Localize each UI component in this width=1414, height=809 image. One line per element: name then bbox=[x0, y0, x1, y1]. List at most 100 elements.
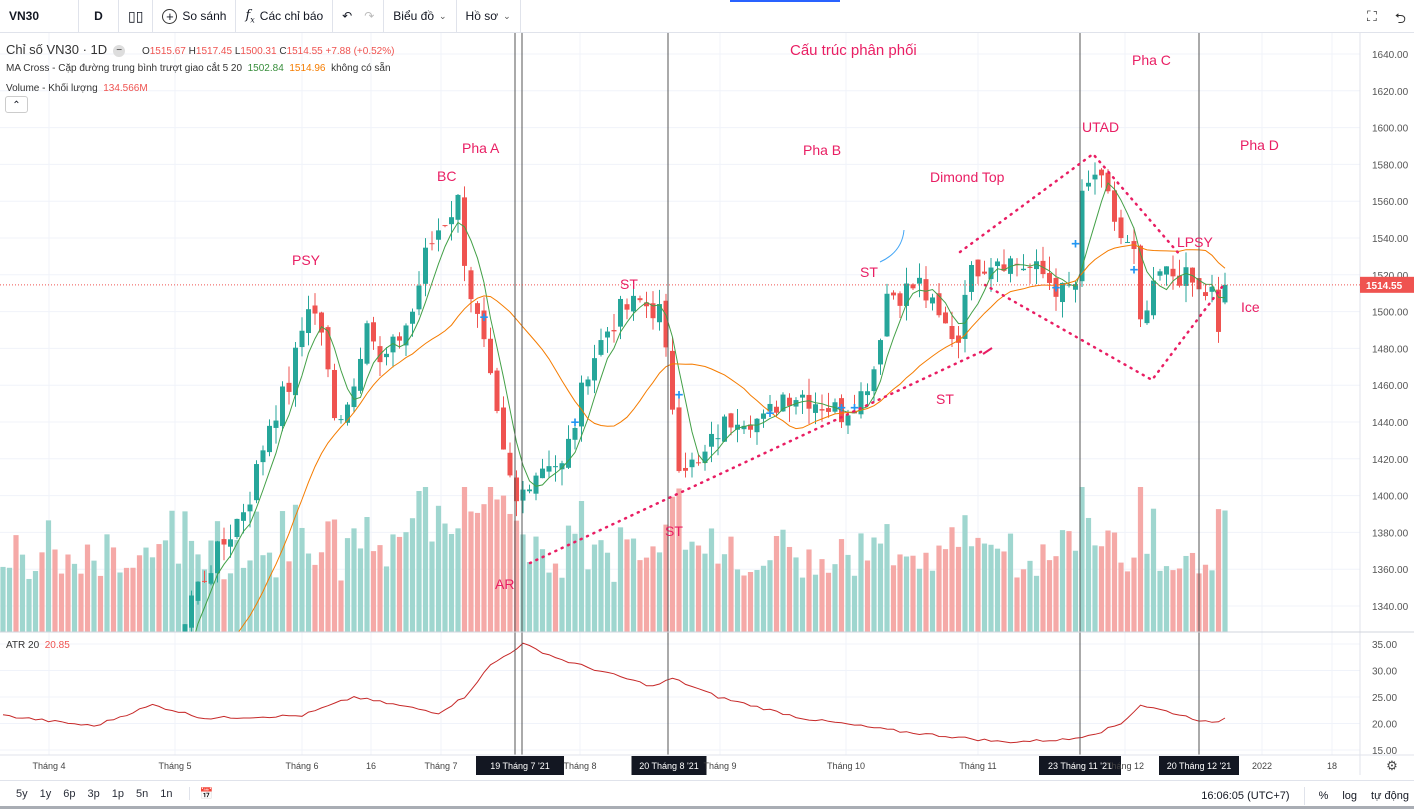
annotation-pha-c[interactable]: Pha C bbox=[1132, 52, 1171, 68]
chart-canvas[interactable]: ++++ + ++++ 19 Tháng 7 '21 20 Tháng 8 '21 23… bbox=[0, 0, 1414, 775]
volume-bar bbox=[1170, 570, 1176, 632]
volume-bar bbox=[617, 527, 624, 632]
volume-bar bbox=[1124, 571, 1131, 632]
annotation-title[interactable]: Cấu trúc phân phối bbox=[790, 42, 917, 59]
compare-button[interactable]: + So sánh bbox=[153, 0, 235, 33]
candle-body bbox=[605, 331, 610, 338]
volume-bar bbox=[1150, 508, 1157, 632]
range-5y[interactable]: 5y bbox=[16, 787, 28, 800]
candle-body bbox=[1209, 286, 1215, 292]
clock[interactable]: 16:06:05 (UTC+7) bbox=[1201, 790, 1290, 802]
redo-icon[interactable]: ↷ bbox=[364, 9, 375, 23]
candle-body bbox=[449, 217, 454, 225]
candle-body bbox=[247, 504, 253, 512]
chart-type-button[interactable]: ▯▯ bbox=[119, 0, 154, 33]
range-1n[interactable]: 1n bbox=[160, 787, 173, 800]
candle-body bbox=[956, 335, 961, 343]
volume-bar bbox=[442, 523, 448, 632]
percent-toggle[interactable]: % bbox=[1318, 790, 1329, 802]
volume-bar bbox=[338, 580, 344, 632]
volume-bar bbox=[409, 518, 416, 632]
candle-body bbox=[1151, 280, 1156, 316]
date-range-icon[interactable]: 📅 bbox=[188, 787, 213, 800]
annotation-pha-d[interactable]: Pha D bbox=[1240, 137, 1279, 153]
volume-bar bbox=[1111, 532, 1118, 632]
volume-bar bbox=[201, 569, 208, 632]
range-1y[interactable]: 1y bbox=[39, 787, 52, 800]
candle-body bbox=[254, 464, 259, 501]
annotation-psy[interactable]: PSY bbox=[292, 252, 321, 268]
volume-bar bbox=[1176, 568, 1183, 632]
atr-label: ATR 20 bbox=[6, 640, 40, 651]
candle-body bbox=[111, 685, 116, 701]
annotation-st1[interactable]: ST bbox=[620, 276, 638, 292]
indicators-button[interactable]: fx Các chỉ báo bbox=[235, 0, 334, 33]
candle-body bbox=[982, 271, 987, 274]
candle-body bbox=[1203, 292, 1208, 296]
range-3p[interactable]: 3p bbox=[87, 787, 100, 800]
share-icon[interactable]: ⮌ bbox=[1394, 10, 1406, 26]
range-6p[interactable]: 6p bbox=[63, 787, 76, 800]
volume-bar bbox=[13, 535, 19, 632]
candle-body bbox=[176, 655, 181, 666]
chart-menu[interactable]: Biểu đồ ⌄ bbox=[384, 0, 457, 33]
volume-bar bbox=[988, 544, 994, 632]
volume-bar bbox=[364, 517, 370, 632]
volume-bar bbox=[351, 528, 357, 632]
candle-body bbox=[92, 690, 97, 697]
candle-body bbox=[657, 304, 662, 323]
annotation-ar[interactable]: AR bbox=[495, 576, 515, 592]
candle-body bbox=[1092, 174, 1098, 180]
volume-bar bbox=[84, 544, 91, 632]
annotation-lpsy[interactable]: LPSY bbox=[1177, 234, 1213, 250]
annotation-utad[interactable]: UTAD bbox=[1082, 119, 1120, 135]
candle-body bbox=[488, 338, 493, 374]
annotation-bc[interactable]: BC bbox=[437, 168, 457, 184]
symbol-search[interactable]: VN30 bbox=[0, 0, 79, 33]
ma-cross-marker: + bbox=[837, 399, 846, 416]
settings-icon: ⚙ bbox=[1386, 758, 1398, 773]
chart-menu-label: Biểu đồ bbox=[393, 9, 434, 23]
candle-body bbox=[975, 259, 981, 277]
range-5n[interactable]: 5n bbox=[136, 787, 149, 800]
range-1p[interactable]: 1p bbox=[111, 787, 124, 800]
atr-tick: 30.00 bbox=[1372, 667, 1397, 678]
volume-bar bbox=[182, 511, 188, 632]
volume-bar bbox=[650, 546, 656, 632]
annotation-diamond-top[interactable]: Dimond Top bbox=[930, 169, 1005, 185]
hide-icon[interactable]: − bbox=[113, 45, 126, 58]
annotation-st4[interactable]: ST bbox=[665, 523, 683, 539]
atr-tick: 35.00 bbox=[1372, 640, 1397, 651]
volume-bar bbox=[507, 513, 513, 632]
price-tick: 1380.00 bbox=[1372, 528, 1409, 539]
candle-body bbox=[1157, 271, 1163, 276]
candle-body bbox=[813, 404, 818, 413]
candle-body bbox=[195, 581, 201, 601]
fullscreen-icon[interactable]: ⛶ bbox=[1366, 8, 1377, 24]
volume-bar bbox=[728, 536, 734, 632]
volume-bar bbox=[169, 510, 175, 632]
time-tick: Tháng 10 bbox=[827, 761, 865, 771]
collapse-legend-button[interactable]: ⌃ bbox=[5, 96, 28, 113]
ma-cross-marker: + bbox=[675, 386, 684, 403]
annotation-st2[interactable]: ST bbox=[860, 264, 878, 280]
annotation-st3[interactable]: ST bbox=[936, 391, 954, 407]
trend-mark bbox=[982, 347, 993, 355]
annotation-pha-b[interactable]: Pha B bbox=[803, 142, 842, 158]
annotation-pha-a[interactable]: Pha A bbox=[462, 140, 500, 156]
candle-body bbox=[1047, 273, 1052, 283]
volume-bar bbox=[208, 540, 214, 632]
volume-bar bbox=[468, 511, 474, 632]
undo-icon[interactable]: ↶ bbox=[342, 9, 353, 23]
candle-body bbox=[1060, 282, 1065, 303]
candle-body bbox=[1053, 277, 1059, 297]
volume-bar bbox=[149, 557, 156, 632]
annotation-ice[interactable]: Ice bbox=[1241, 299, 1260, 315]
profile-menu[interactable]: Hồ sơ ⌄ bbox=[457, 0, 521, 33]
time-tick: 16 bbox=[366, 761, 376, 771]
log-toggle[interactable]: log bbox=[1342, 790, 1358, 802]
interval-button[interactable]: D bbox=[79, 0, 119, 33]
price-tick: 1340.00 bbox=[1372, 602, 1409, 613]
top-toolbar: VN30 D ▯▯ + So sánh fx Các chỉ báo ↶ ↷ Biểu… bbox=[0, 0, 1414, 33]
auto-toggle[interactable]: tự động bbox=[1371, 790, 1409, 802]
